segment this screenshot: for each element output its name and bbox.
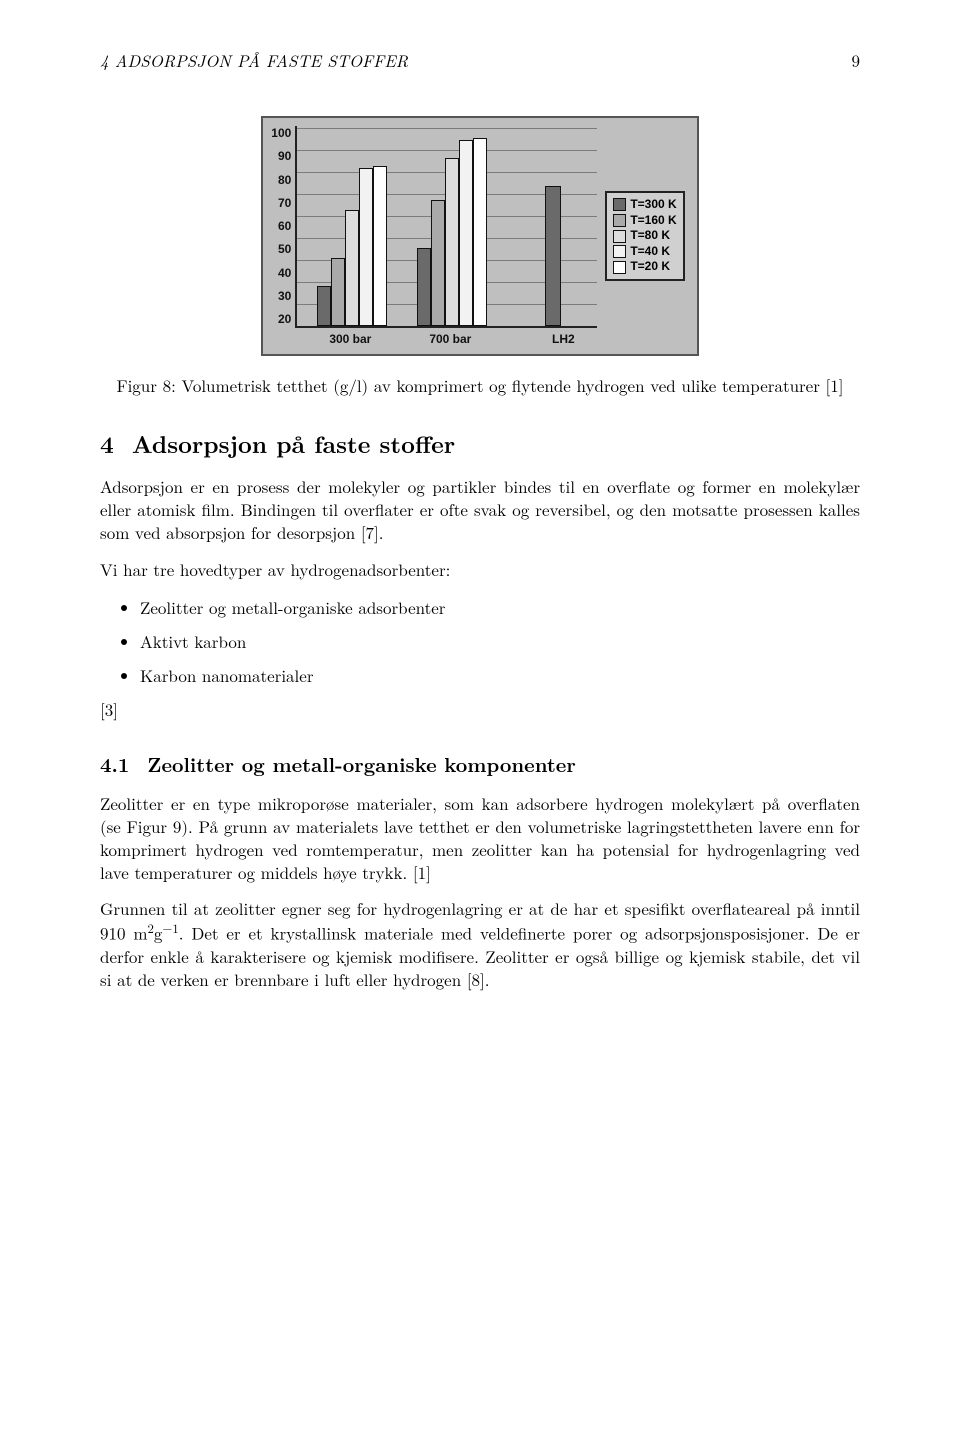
bar: [459, 140, 473, 326]
section-number: 4: [100, 427, 114, 461]
legend-label: T=80 K: [630, 228, 670, 244]
y-tick-label: 40: [271, 266, 291, 280]
bar: [331, 258, 345, 326]
y-tick-label: 70: [271, 196, 291, 210]
bar: [345, 210, 359, 326]
legend-swatch: [613, 245, 626, 258]
y-tick-label: 50: [271, 242, 291, 256]
bar: [317, 286, 331, 326]
list-item: Karbon nanomaterialer: [140, 663, 860, 687]
subsection-heading: 4.1 Zeolitter og metall-organiske kompone…: [100, 749, 860, 778]
legend-swatch: [613, 198, 626, 211]
figure-caption: Figur 8: Volumetrisk tetthet (g/l) av ko…: [100, 374, 860, 397]
text-run: . Det er et krystallinsk materiale med v…: [100, 921, 860, 991]
bar: [417, 248, 431, 326]
legend-label: T=20 K: [630, 259, 670, 275]
bar: [373, 166, 387, 326]
legend-item: T=80 K: [613, 228, 676, 244]
y-tick-label: 80: [271, 173, 291, 187]
legend-swatch: [613, 214, 626, 227]
bullet-list: Zeolitter og metall-organiske adsorbente…: [100, 595, 860, 687]
bar: [473, 138, 487, 326]
subsection-number: 4.1: [100, 749, 129, 778]
running-head-left: 4 ADSORPSJON PÅ FASTE STOFFER: [100, 48, 408, 72]
legend-label: T=40 K: [630, 244, 670, 260]
chart-plot-area: [295, 126, 597, 328]
subsection-title: Zeolitter og metall-organiske komponente…: [147, 749, 575, 778]
y-tick-label: 60: [271, 219, 291, 233]
legend-swatch: [613, 261, 626, 274]
x-tick-label: 300 bar: [310, 332, 390, 346]
bar: [359, 168, 373, 326]
section-heading: 4 Adsorpsjon på faste stoffer: [100, 427, 860, 461]
chart-legend: T=300 KT=160 KT=80 KT=40 KT=20 K: [605, 191, 684, 281]
list-item: Aktivt karbon: [140, 629, 860, 653]
running-head-page-number: 9: [852, 48, 861, 72]
y-tick-label: 30: [271, 289, 291, 303]
y-tick-label: 90: [271, 149, 291, 163]
y-tick-label: 20: [271, 312, 291, 326]
paragraph: Zeolitter er en type mikroporøse materia…: [100, 792, 860, 884]
legend-item: T=160 K: [613, 213, 676, 229]
x-tick-label: 700 bar: [410, 332, 490, 346]
legend-label: T=160 K: [630, 213, 676, 229]
page: 4 ADSORPSJON PÅ FASTE STOFFER 9 100 90 80 7…: [0, 0, 960, 1065]
list-item: Zeolitter og metall-organiske adsorbente…: [140, 595, 860, 619]
y-tick-label: 100: [271, 126, 291, 140]
bar: [431, 200, 445, 326]
paragraph: Vi har tre hovedtyper av hydrogenadsorbe…: [100, 558, 860, 581]
running-head: 4 ADSORPSJON PÅ FASTE STOFFER 9: [100, 48, 860, 72]
bar: [445, 158, 459, 326]
legend-item: T=300 K: [613, 197, 676, 213]
bar-group: [412, 138, 492, 326]
chart-box: 100 90 80 70 60 50 40 30 20 300 bar 700 bar LH2 T=…: [261, 116, 698, 356]
paragraph: Adsorpsjon er en prosess der molekyler o…: [100, 475, 860, 544]
figure: 100 90 80 70 60 50 40 30 20 300 bar 700 bar LH2 T=…: [100, 116, 860, 397]
bar-group: [312, 166, 392, 326]
superscript: −1: [162, 919, 178, 937]
y-axis: 100 90 80 70 60 50 40 30 20: [271, 126, 295, 326]
section-title: Adsorpsjon på faste stoffer: [132, 427, 455, 461]
legend-swatch: [613, 230, 626, 243]
legend-item: T=40 K: [613, 244, 676, 260]
x-tick-label: LH2: [533, 332, 593, 346]
bar: [545, 186, 561, 326]
x-axis-labels: 300 bar 700 bar LH2: [295, 332, 597, 346]
chart-inner: 100 90 80 70 60 50 40 30 20 300 bar 700 bar LH2 T=…: [271, 126, 684, 346]
paragraph: Grunnen til at zeolitter egner seg for h…: [100, 897, 860, 990]
reference-marker: [3]: [100, 697, 860, 721]
legend-label: T=300 K: [630, 197, 676, 213]
legend-item: T=20 K: [613, 259, 676, 275]
